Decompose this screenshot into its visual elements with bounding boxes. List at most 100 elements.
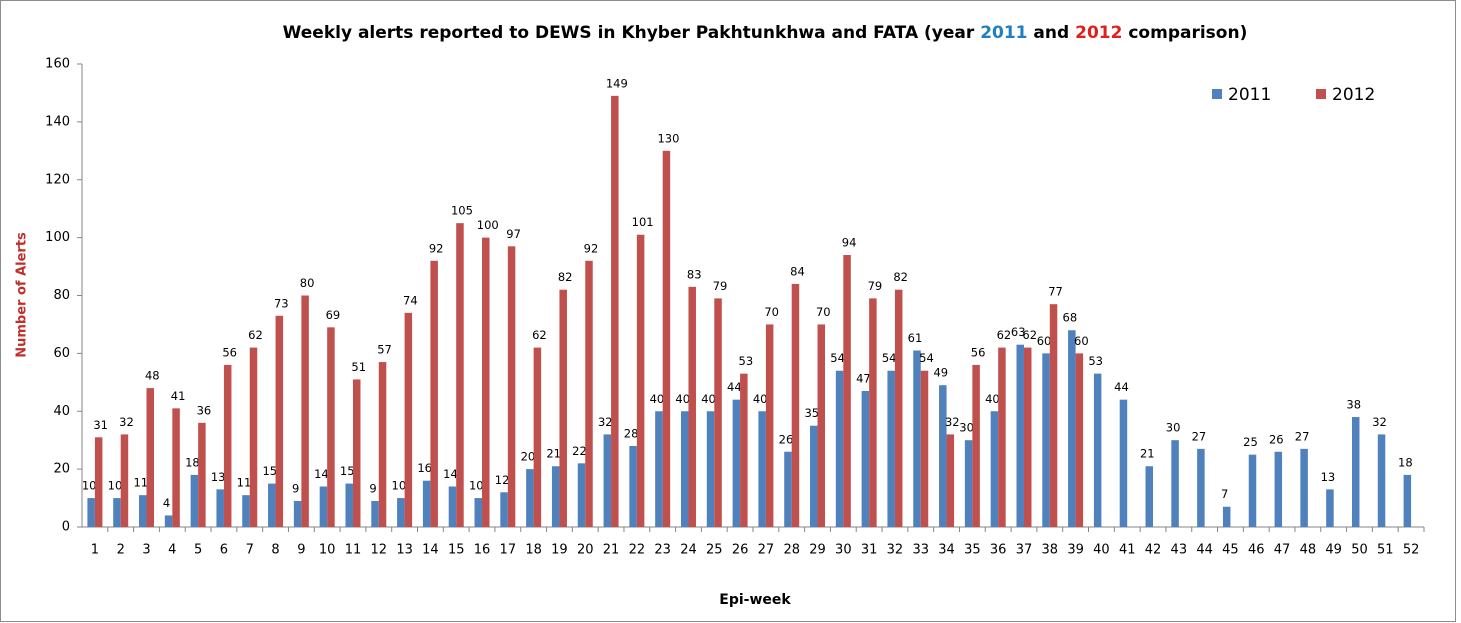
value-label: 10 bbox=[392, 479, 407, 493]
legend-label: 2011 bbox=[1228, 85, 1271, 105]
x-tick-label: 9 bbox=[297, 543, 305, 558]
bar bbox=[94, 437, 103, 527]
bar bbox=[680, 411, 689, 527]
value-label: 92 bbox=[429, 241, 444, 255]
value-label: 49 bbox=[933, 366, 948, 380]
x-tick-label: 40 bbox=[1093, 543, 1110, 558]
value-label: 61 bbox=[908, 331, 923, 345]
x-tick-label: 27 bbox=[758, 543, 775, 558]
bar bbox=[758, 411, 766, 527]
bar bbox=[1403, 474, 1412, 527]
x-tick-label: 26 bbox=[732, 543, 749, 558]
x-tick-label: 47 bbox=[1274, 543, 1291, 558]
bar bbox=[371, 500, 379, 527]
x-tick-label: 15 bbox=[448, 543, 465, 558]
value-label: 57 bbox=[377, 343, 392, 357]
bar bbox=[1300, 448, 1308, 527]
value-label: 21 bbox=[546, 447, 561, 461]
bar bbox=[1171, 440, 1179, 527]
bar bbox=[1274, 451, 1283, 527]
value-label: 12 bbox=[495, 473, 510, 487]
value-label: 130 bbox=[657, 131, 679, 145]
value-label: 41 bbox=[171, 389, 186, 403]
value-label: 26 bbox=[779, 432, 794, 446]
y-tick-label: 60 bbox=[53, 346, 70, 361]
value-label: 32 bbox=[1372, 415, 1387, 429]
value-label: 79 bbox=[713, 279, 728, 293]
bar bbox=[223, 364, 232, 527]
value-label: 44 bbox=[1114, 380, 1129, 394]
bar bbox=[843, 254, 851, 528]
value-label: 11 bbox=[133, 476, 148, 490]
value-label: 10 bbox=[82, 479, 97, 493]
x-tick-label: 22 bbox=[629, 543, 646, 558]
value-label: 15 bbox=[340, 464, 355, 478]
x-tick-label: 19 bbox=[551, 543, 568, 558]
bar bbox=[500, 492, 508, 527]
bar bbox=[603, 434, 612, 527]
value-label: 32 bbox=[945, 415, 960, 429]
bar bbox=[706, 411, 715, 527]
bar bbox=[1248, 454, 1257, 527]
bar bbox=[422, 480, 431, 527]
x-tick-label: 43 bbox=[1171, 543, 1188, 558]
legend-swatch bbox=[1316, 89, 1326, 99]
bar bbox=[268, 483, 276, 527]
value-label: 40 bbox=[753, 392, 768, 406]
value-label: 38 bbox=[1346, 398, 1361, 412]
bar bbox=[1119, 399, 1128, 527]
value-label: 18 bbox=[185, 455, 200, 469]
value-label: 30 bbox=[1166, 421, 1181, 435]
value-label: 7 bbox=[1221, 487, 1228, 501]
bar bbox=[861, 390, 870, 527]
value-label: 69 bbox=[326, 308, 341, 322]
value-label: 56 bbox=[971, 345, 986, 359]
bar bbox=[1075, 353, 1084, 527]
value-label: 54 bbox=[830, 351, 845, 365]
bar bbox=[448, 486, 457, 527]
bar bbox=[791, 283, 800, 527]
value-label: 35 bbox=[804, 406, 819, 420]
value-label: 62 bbox=[532, 328, 547, 342]
value-label: 36 bbox=[197, 403, 212, 417]
bar bbox=[946, 434, 955, 527]
bar bbox=[655, 411, 663, 527]
x-tick-label: 39 bbox=[1067, 543, 1084, 558]
x-tick-label: 21 bbox=[603, 543, 620, 558]
x-tick-label: 42 bbox=[1145, 543, 1162, 558]
value-label: 60 bbox=[1074, 334, 1089, 348]
bar bbox=[474, 498, 483, 527]
value-label: 44 bbox=[727, 380, 742, 394]
bar bbox=[662, 150, 671, 527]
x-tick-label: 24 bbox=[680, 543, 697, 558]
x-tick-label: 10 bbox=[319, 543, 336, 558]
bar bbox=[507, 246, 516, 527]
value-label: 54 bbox=[882, 351, 897, 365]
x-tick-label: 41 bbox=[1119, 543, 1136, 558]
value-label: 92 bbox=[584, 241, 599, 255]
value-label: 84 bbox=[790, 264, 805, 278]
bar bbox=[275, 315, 284, 527]
value-label: 9 bbox=[369, 481, 376, 495]
value-label: 80 bbox=[300, 276, 315, 290]
value-label: 82 bbox=[893, 270, 908, 284]
value-label: 11 bbox=[237, 476, 252, 490]
value-label: 74 bbox=[403, 293, 418, 307]
value-label: 10 bbox=[469, 479, 484, 493]
bar bbox=[714, 298, 722, 527]
value-label: 15 bbox=[262, 464, 277, 478]
value-label: 68 bbox=[1063, 311, 1078, 325]
chart-title: Weekly alerts reported to DEWS in Khyber… bbox=[283, 23, 1248, 43]
title-part: 2012 bbox=[1075, 23, 1122, 43]
bar bbox=[1351, 417, 1360, 527]
title-part: and bbox=[1028, 23, 1076, 43]
bar bbox=[990, 411, 999, 527]
bar bbox=[456, 223, 464, 527]
value-label: 48 bbox=[145, 369, 160, 383]
value-label: 28 bbox=[624, 426, 639, 440]
value-label: 30 bbox=[959, 421, 974, 435]
value-label: 13 bbox=[1321, 470, 1336, 484]
x-tick-label: 16 bbox=[474, 543, 491, 558]
value-label: 83 bbox=[687, 267, 702, 281]
value-label: 32 bbox=[119, 415, 134, 429]
